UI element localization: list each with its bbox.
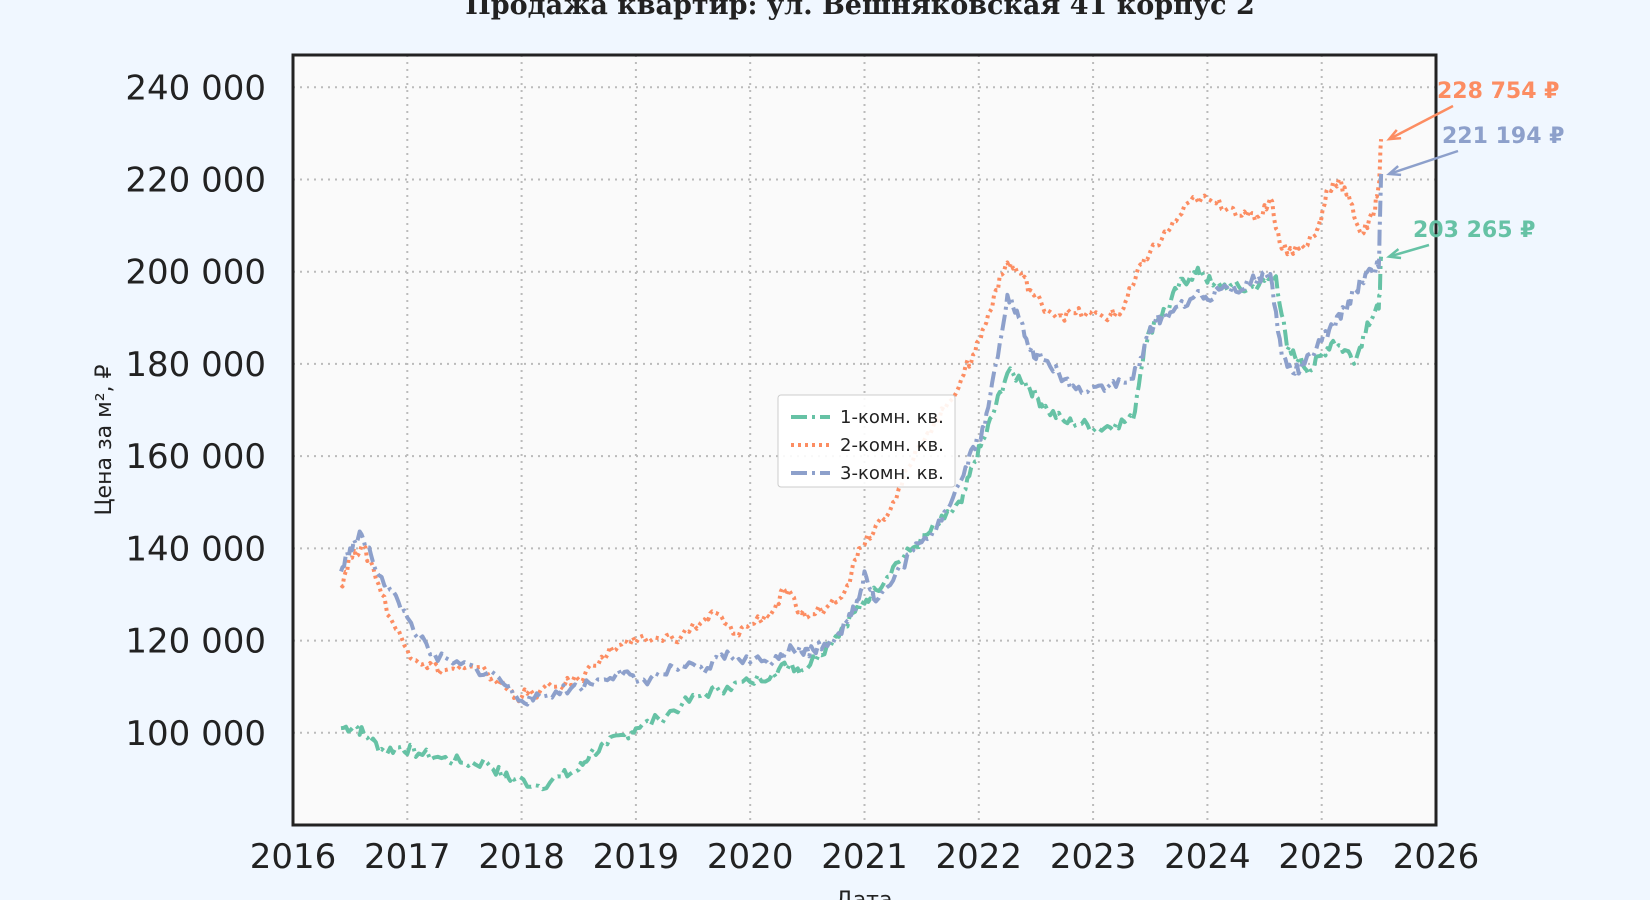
y-tick-label: 180 000 [125, 345, 266, 385]
y-tick-label: 120 000 [125, 622, 266, 662]
y-tick-label: 140 000 [125, 529, 266, 569]
legend-label: 1-комн. кв. [840, 407, 944, 428]
x-tick-label: 2016 [250, 837, 337, 877]
y-tick-label: 200 000 [125, 253, 266, 293]
y-tick-label: 220 000 [125, 160, 266, 200]
y-axis-label: Цена за м², ₽ [92, 364, 117, 515]
x-tick-label: 2023 [1050, 837, 1137, 877]
chart-title: Продажа квартир: ул. Вешняковская 41 кор… [465, 0, 1255, 21]
annotation-arrow [1388, 243, 1430, 258]
legend-label: 3-комн. кв. [840, 463, 944, 484]
x-axis-label: Дата [836, 888, 893, 900]
plot-frame [291, 53, 1438, 827]
annotation-label: 221 194 ₽ [1442, 124, 1564, 149]
x-tick-label: 2021 [821, 837, 908, 877]
y-tick-label: 100 000 [125, 714, 266, 754]
x-tick-label: 2017 [364, 837, 451, 877]
y-tick-label: 160 000 [125, 437, 266, 477]
annotation-label: 228 754 ₽ [1437, 79, 1559, 104]
x-tick-label: 2026 [1393, 837, 1480, 877]
annotation-arrowhead [1386, 248, 1402, 260]
legend: 1-комн. кв. 2-комн. кв. 3-комн. кв. [777, 394, 956, 488]
x-tick-label: 2022 [936, 837, 1023, 877]
x-tick-label: 2019 [593, 837, 680, 877]
series-line-1 [340, 256, 1384, 792]
x-tick-labels: 2016 2017 2018 2019 2020 2021 2022 2023 2024 2025… [250, 837, 1480, 877]
annotation-arrowhead [1386, 165, 1402, 177]
x-tick-label: 2025 [1278, 837, 1365, 877]
x-tick-label: 2020 [707, 837, 794, 877]
annotation-label: 203 265 ₽ [1413, 218, 1535, 243]
legend-label: 2-комн. кв. [840, 435, 944, 456]
annotation-arrow [1388, 104, 1454, 141]
y-tick-label: 240 000 [125, 68, 266, 108]
series-line-3 [339, 173, 1384, 707]
annotation-arrow [1388, 149, 1459, 176]
y-tick-labels: 100 000 120 000 140 000 160 000 180 000 200 0… [125, 68, 266, 754]
x-tick-label: 2024 [1164, 837, 1251, 877]
x-tick-label: 2018 [478, 837, 565, 877]
annotations: 228 754 ₽ 221 194 ₽ 203 265 ₽ [1386, 79, 1564, 260]
annotation-arrowhead [1386, 129, 1402, 141]
